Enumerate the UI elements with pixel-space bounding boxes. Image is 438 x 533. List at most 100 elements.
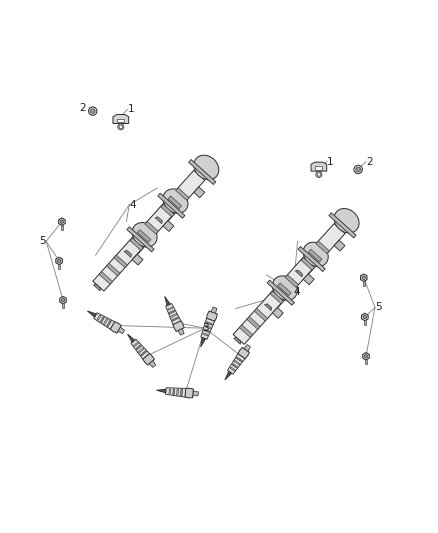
Polygon shape [110,321,121,333]
Polygon shape [177,389,179,395]
Polygon shape [59,218,65,225]
Polygon shape [193,391,198,396]
Circle shape [88,107,97,115]
Text: 4: 4 [129,200,136,210]
Polygon shape [170,313,177,318]
Polygon shape [143,353,155,365]
Polygon shape [270,291,284,304]
Bar [365,359,367,365]
Polygon shape [334,208,359,233]
Polygon shape [278,283,291,296]
Polygon shape [87,311,96,317]
Polygon shape [285,274,299,287]
Polygon shape [272,308,283,318]
Circle shape [316,172,322,177]
Bar [62,303,64,308]
Polygon shape [149,361,156,367]
Polygon shape [267,280,294,305]
Polygon shape [169,310,175,314]
Circle shape [91,109,95,114]
Polygon shape [178,329,184,335]
Polygon shape [132,222,157,247]
Polygon shape [97,315,101,320]
Polygon shape [114,255,127,268]
Polygon shape [363,352,369,360]
Polygon shape [211,307,217,313]
Polygon shape [233,291,283,344]
Polygon shape [205,325,211,329]
Polygon shape [103,319,108,325]
Polygon shape [206,321,212,325]
Polygon shape [272,276,297,300]
Circle shape [364,354,367,358]
Polygon shape [298,246,325,271]
Polygon shape [185,388,194,398]
Text: 5: 5 [39,236,46,246]
Polygon shape [173,321,184,332]
Circle shape [57,259,61,263]
Polygon shape [230,367,235,371]
Polygon shape [166,303,181,325]
Polygon shape [169,389,171,394]
Polygon shape [244,344,251,351]
Bar [315,166,322,169]
Text: 2: 2 [366,157,373,167]
Polygon shape [127,227,154,252]
Polygon shape [301,257,314,270]
Polygon shape [194,187,205,198]
Polygon shape [134,342,138,346]
Polygon shape [232,364,237,368]
Polygon shape [155,170,205,224]
Polygon shape [295,270,303,277]
Polygon shape [168,307,173,310]
Circle shape [119,125,123,128]
Polygon shape [303,242,328,266]
Polygon shape [360,274,367,281]
Polygon shape [303,274,314,285]
Polygon shape [206,311,217,321]
Polygon shape [113,115,129,124]
Polygon shape [141,351,147,356]
Bar [117,119,124,122]
Circle shape [356,167,360,172]
Polygon shape [131,339,149,359]
Polygon shape [362,313,368,321]
Polygon shape [155,217,162,224]
Polygon shape [227,354,245,374]
Polygon shape [56,257,62,265]
Polygon shape [94,313,115,329]
Polygon shape [265,304,272,311]
Polygon shape [165,296,170,305]
Polygon shape [203,333,208,336]
Polygon shape [316,241,329,254]
Circle shape [363,316,367,319]
Polygon shape [124,204,174,257]
Polygon shape [234,360,240,365]
Polygon shape [158,193,185,218]
Polygon shape [194,155,219,180]
Polygon shape [189,159,216,184]
Polygon shape [161,204,174,217]
Polygon shape [176,188,189,200]
Polygon shape [168,196,182,208]
Polygon shape [163,189,188,213]
Polygon shape [130,238,143,251]
Text: 1: 1 [127,104,134,115]
Polygon shape [308,249,322,262]
Polygon shape [334,240,345,251]
Polygon shape [180,389,183,395]
Polygon shape [201,318,215,340]
Bar [61,224,63,230]
Bar [58,264,60,269]
Polygon shape [247,317,260,329]
Circle shape [61,298,65,302]
Polygon shape [311,162,327,171]
Polygon shape [100,317,104,322]
Polygon shape [156,389,166,393]
Polygon shape [138,230,151,243]
Text: 2: 2 [79,103,85,112]
Polygon shape [238,348,250,359]
Polygon shape [107,320,111,327]
Polygon shape [145,221,158,234]
Polygon shape [163,221,174,231]
